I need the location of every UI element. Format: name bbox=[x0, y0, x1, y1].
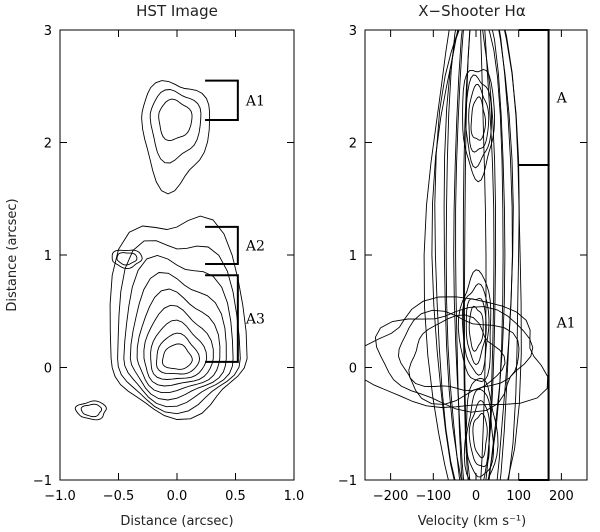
contour-column-level bbox=[443, 30, 513, 480]
contour-west-level bbox=[111, 249, 143, 270]
contour-wing-level bbox=[374, 306, 534, 413]
xshooter-y-ticks: −1 0 1 2 3 bbox=[338, 24, 587, 489]
hst-y-tick-label: 0 bbox=[44, 362, 52, 377]
hst-x-tick-label: 1.0 bbox=[284, 489, 305, 504]
contour-north-level bbox=[149, 89, 202, 164]
bracket-a bbox=[518, 29, 550, 166]
region-label-a3: A3 bbox=[245, 312, 265, 328]
hst-panel-title: HST Image bbox=[136, 2, 218, 20]
xshooter-x-tick-label: 0 bbox=[472, 489, 480, 504]
hst-y-tick-label: 1 bbox=[44, 249, 52, 264]
hst-y-axis-title: Distance (arcsec) bbox=[5, 198, 20, 311]
region-label-a1: A1 bbox=[245, 93, 265, 109]
hst-contours bbox=[74, 80, 248, 421]
contour-column-level bbox=[434, 30, 514, 480]
contour-upper-peak-level bbox=[462, 69, 496, 183]
bracket-a1 bbox=[205, 79, 239, 121]
contour-wing-level bbox=[365, 296, 549, 408]
xshooter-x-tick-label: 100 bbox=[506, 489, 531, 504]
contour-column-level bbox=[455, 30, 497, 480]
contour-column-level bbox=[445, 30, 506, 480]
hst-x-axis-title: Distance (arcsec) bbox=[120, 514, 233, 529]
contour-column-level bbox=[453, 30, 504, 480]
contour-upper-peak-level bbox=[468, 84, 490, 153]
contour-lower-peak-level bbox=[465, 388, 495, 478]
contour-middle-peak-level bbox=[468, 305, 484, 352]
contour-west-level bbox=[116, 252, 138, 266]
hst-y-tick-label: 3 bbox=[44, 24, 52, 39]
contour-main-level bbox=[156, 332, 201, 375]
contour-southwest-level bbox=[80, 403, 103, 418]
hst-x-tick-label: −1.0 bbox=[44, 489, 76, 504]
contour-column-level bbox=[462, 30, 495, 480]
xshooter-y-tick-label: 0 bbox=[349, 362, 357, 377]
contour-middle-peak-level bbox=[465, 297, 487, 366]
contour-lower-peak-level bbox=[463, 377, 499, 480]
xshooter-x-ticks: −200 −100 0 100 200 bbox=[373, 30, 574, 504]
xshooter-y-tick-label: −1 bbox=[338, 474, 357, 489]
hst-x-ticks: −1.0 −0.5 0.0 0.5 1.0 bbox=[44, 30, 304, 504]
xshooter-y-tick-label: 2 bbox=[349, 137, 357, 152]
contour-wing-level bbox=[408, 314, 506, 392]
contour-north-level bbox=[158, 98, 193, 142]
contour-middle-peak-level bbox=[461, 283, 490, 376]
contour-main-level bbox=[136, 288, 221, 394]
xshooter-x-tick-label: 200 bbox=[549, 489, 574, 504]
contour-main-level bbox=[150, 319, 208, 380]
bracket-a1 bbox=[518, 164, 550, 481]
bracket-a3 bbox=[205, 274, 239, 363]
contour-main-level bbox=[129, 272, 227, 401]
contour-upper-peak-level bbox=[465, 74, 492, 169]
hst-y-ticks: −1 0 1 2 3 bbox=[33, 24, 294, 489]
contour-column-level bbox=[423, 30, 522, 480]
hst-y-tick-label: −1 bbox=[33, 474, 52, 489]
contour-main-level bbox=[161, 343, 193, 370]
contour-north-level bbox=[141, 80, 211, 195]
contour-southwest-level bbox=[74, 400, 107, 421]
xshooter-x-tick-label: −200 bbox=[373, 489, 409, 504]
contour-column-level bbox=[431, 30, 520, 480]
contour-lower-peak-level bbox=[468, 399, 490, 468]
hst-x-tick-label: 0.0 bbox=[167, 489, 188, 504]
xshooter-x-tick-label: −100 bbox=[415, 489, 451, 504]
contour-main-level bbox=[143, 304, 214, 387]
xshooter-contours bbox=[365, 30, 549, 480]
contour-upper-peak-level bbox=[470, 96, 486, 141]
bracket-a2 bbox=[205, 225, 239, 265]
contour-wing-level bbox=[398, 309, 520, 405]
contour-main-level bbox=[117, 240, 241, 415]
contour-column-level bbox=[463, 30, 487, 480]
hst-annotations: A1 A2 A3 bbox=[205, 79, 265, 363]
xshooter-panel: X−Shooter Hα AA1 −200 −100 0 100 200 −10123 … bbox=[338, 2, 588, 529]
hst-x-tick-label: −0.5 bbox=[103, 489, 135, 504]
xshooter-plot-frame bbox=[364, 29, 588, 481]
contour-main-level bbox=[123, 255, 234, 408]
hst-panel: HST Image A1 A2 A3 −1.0 −0.5 0.0 0.5 1.0 −1 0 1 2… bbox=[5, 2, 304, 529]
contour-lower-peak-level bbox=[472, 412, 488, 459]
xshooter-panel-title: X−Shooter Hα bbox=[418, 2, 526, 20]
region-label-a1: A1 bbox=[556, 316, 576, 332]
xshooter-y-tick-label: 1 bbox=[349, 249, 357, 264]
xshooter-annotations: A A1 bbox=[518, 29, 576, 481]
xshooter-y-tick-label: 3 bbox=[349, 24, 357, 39]
hst-y-tick-label: 2 bbox=[44, 137, 52, 152]
hst-x-tick-label: 0.5 bbox=[225, 489, 246, 504]
region-label-a2: A2 bbox=[245, 238, 265, 254]
xshooter-x-axis-title: Velocity (km s⁻¹) bbox=[418, 514, 526, 529]
region-label-a: A bbox=[556, 91, 568, 107]
contour-main-level bbox=[109, 215, 248, 420]
